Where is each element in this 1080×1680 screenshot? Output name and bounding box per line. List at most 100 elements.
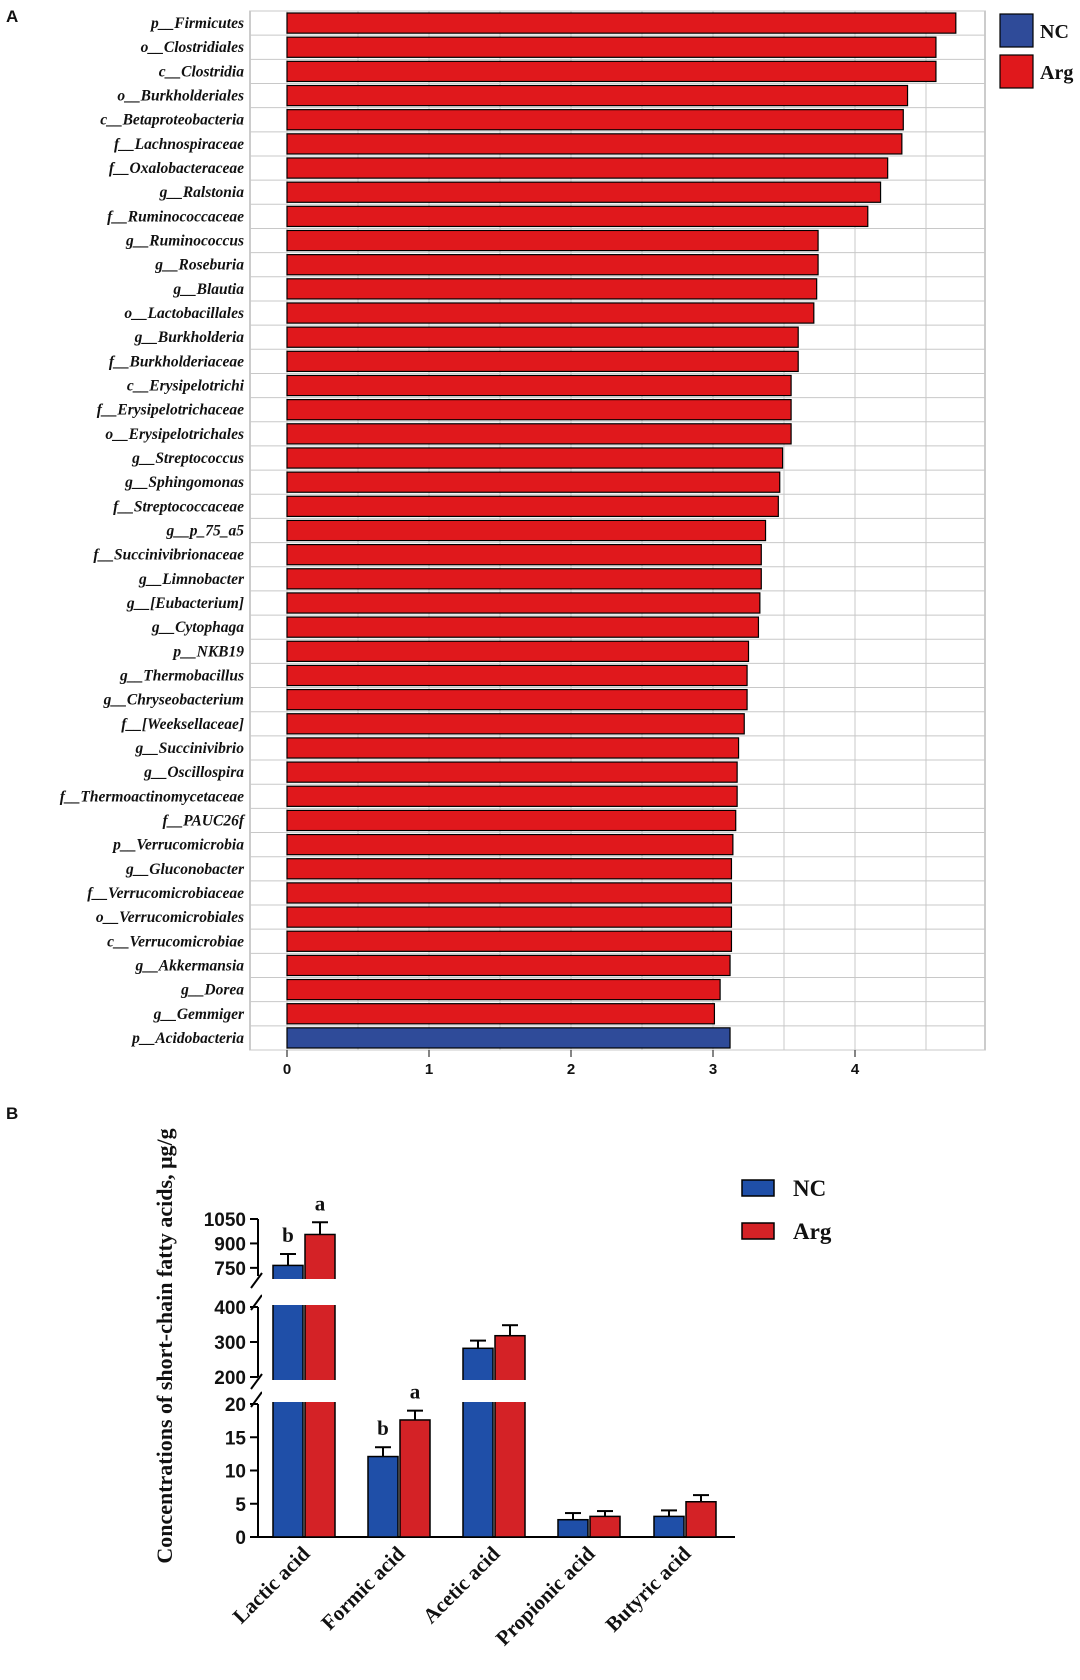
bar-g__Blautia (286, 278, 818, 300)
bar-f__Lachnospiraceae (286, 133, 903, 155)
bar-f__Thermoactinomycetaceae (286, 785, 738, 807)
x-tick-label: 2 (567, 1061, 575, 1078)
bar-p__NKB19 (286, 640, 750, 662)
taxon-label: g__Cytophaga (151, 619, 244, 636)
taxon-label: f__Thermoactinomycetaceae (60, 788, 244, 805)
panel-b-letter: B (6, 1104, 18, 1123)
bar-f__Streptococcaceae (286, 495, 779, 518)
bar-f__Ruminococcaceae (286, 205, 869, 228)
taxon-label: c__Betaproteobacteria (100, 112, 244, 129)
legend-label-b-arg: Arg (793, 1219, 832, 1244)
taxon-label: g__Limnobacter (138, 571, 245, 588)
legend-swatch-arg (999, 54, 1034, 89)
bar-f__Erysipelotrichaceae (286, 399, 792, 421)
taxon-label: g__Gemmiger (153, 1006, 245, 1023)
taxon-label: p__Firmicutes (149, 15, 244, 32)
taxon-label: g__Gluconobacter (125, 861, 245, 878)
bar-g__Succinivibrio (286, 737, 740, 759)
bar-g__[Eubacterium] (286, 592, 761, 614)
x-category-label: Lactic acid (228, 1541, 315, 1628)
y-tick-label: 20 (225, 1395, 246, 1416)
taxon-label: p__NKB19 (171, 643, 244, 660)
bar-g__Gemmiger (286, 1003, 716, 1025)
taxon-label: o__Erysipelotrichales (105, 426, 244, 443)
y-tick-label: 15 (225, 1428, 247, 1449)
bar-o__Lactobacillales (286, 302, 815, 324)
y-tick-label: 1050 (204, 1210, 246, 1231)
bar-g__Roseburia (286, 254, 819, 276)
taxon-label: g__Succinivibrio (134, 740, 244, 757)
bar-c__Betaproteobacteria (286, 109, 904, 131)
taxon-label: f__Oxalobacteraceae (109, 160, 244, 177)
bar-g__Akkermansia (286, 954, 731, 977)
bar-nc-2 (462, 1347, 494, 1538)
bar-g__Streptococcus (286, 447, 784, 469)
significance-letter: b (282, 1223, 294, 1247)
taxon-label: c__Verrucomicrobiae (107, 933, 244, 950)
taxon-label: o__Verrucomicrobiales (96, 909, 244, 926)
y-tick-label: 400 (214, 1298, 246, 1319)
bar-p__Verrucomicrobia (286, 833, 734, 856)
taxon-label: g__Oscillospira (143, 764, 244, 781)
bar-g__Dorea (286, 978, 721, 1001)
bar-c__Erysipelotrichi (286, 374, 792, 397)
bar-g__Sphingomonas (286, 471, 781, 493)
taxon-label: g__Burkholderia (134, 329, 245, 346)
bar-c__Verrucomicrobiae (286, 930, 733, 952)
y-tick-label: 200 (214, 1368, 246, 1389)
axis-break-mark (250, 1373, 263, 1390)
bar-g__Burkholderia (286, 326, 799, 348)
bar-g__Cytophaga (286, 616, 760, 638)
taxon-label: f__PAUC26f (162, 812, 245, 829)
y-tick-label: 300 (214, 1333, 246, 1354)
bar-nc-3 (557, 1518, 589, 1538)
bar-o__Verrucomicrobiales (286, 906, 733, 928)
taxon-label: g__Dorea (180, 982, 244, 999)
taxon-label: g__Roseburia (154, 257, 244, 274)
taxon-label: o__Lactobacillales (124, 305, 244, 322)
taxon-label: o__Clostridiales (141, 39, 244, 56)
axis-break-mark (250, 1272, 263, 1289)
bar-g__Thermobacillus (286, 664, 748, 687)
bar-g__Ruminococcus (286, 229, 819, 252)
bar-o__Erysipelotrichales (286, 423, 792, 445)
y-tick-label: 0 (235, 1528, 246, 1549)
bar-f__Verrucomicrobiaceae (286, 882, 733, 904)
legend-label-arg: Arg (1040, 62, 1073, 84)
legend-label-nc: NC (1040, 21, 1069, 43)
y-tick-label: 5 (235, 1495, 246, 1516)
bar-f__[Weeksellaceae] (286, 713, 745, 735)
bar-nc-1 (367, 1455, 399, 1538)
legend-swatch-nc (999, 13, 1034, 48)
taxon-label: p__Verrucomicrobia (111, 837, 244, 854)
x-tick-label: 3 (709, 1061, 717, 1078)
axis-break-gap (262, 1380, 732, 1402)
bar-f__Oxalobacteraceae (286, 157, 889, 179)
x-category-label: Acetic acid (418, 1541, 505, 1628)
bar-c__Clostridia (286, 60, 937, 83)
legend-label-b-nc: NC (793, 1176, 826, 1201)
taxon-label: c__Clostridia (159, 63, 245, 80)
taxon-label: g__Streptococcus (131, 450, 244, 467)
bar-nc-4 (653, 1515, 685, 1538)
bar-g__p_75_a5 (286, 519, 767, 542)
bar-o__Clostridiales (286, 36, 937, 58)
y-tick-label: 10 (225, 1462, 246, 1483)
bar-f__PAUC26f (286, 809, 737, 832)
taxon-label: p__Acidobacteria (130, 1030, 244, 1047)
taxon-label: f__Streptococcaceae (113, 498, 244, 515)
taxon-label: f__Succinivibrionaceae (93, 547, 244, 564)
axis-break-gap (262, 1279, 732, 1305)
x-category-label: Butyric acid (601, 1541, 696, 1636)
taxon-label: g__Sphingomonas (124, 474, 244, 491)
bar-arg-2 (494, 1334, 526, 1538)
bar-arg-4 (685, 1501, 717, 1538)
taxon-label: o__Burkholderiales (117, 88, 244, 105)
panel-a-chart: p__Firmicutes o__Clostridiales c__Clostrid… (60, 10, 1073, 1078)
x-tick-label: 1 (425, 1061, 433, 1078)
taxon-label: f__[Weeksellaceae] (121, 716, 244, 733)
axis-break-mark (250, 1294, 263, 1311)
bar-o__Burkholderiales (286, 84, 909, 107)
legend-swatch-b-nc (741, 1179, 775, 1197)
